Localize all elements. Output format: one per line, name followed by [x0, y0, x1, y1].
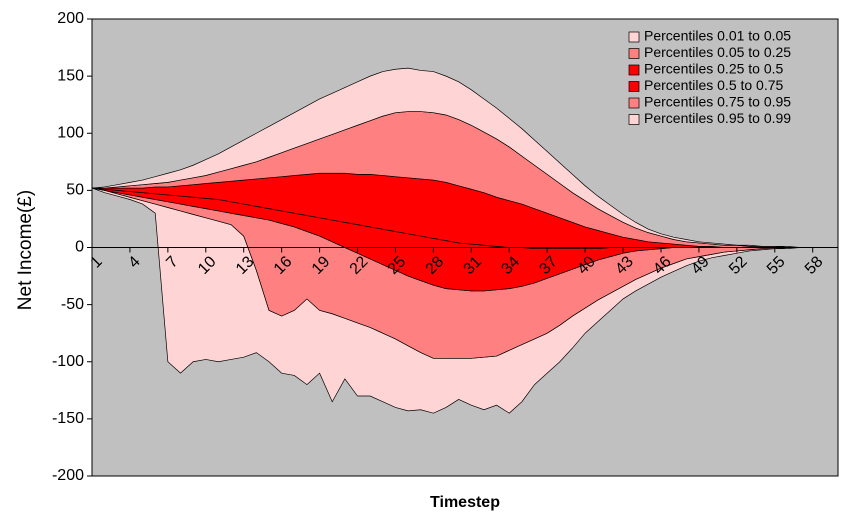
- y-tick-label: 200: [57, 10, 84, 27]
- y-tick-label: 0: [75, 239, 84, 256]
- legend-swatch: [628, 48, 640, 59]
- y-tick-label: -100: [52, 353, 84, 370]
- legend-swatch: [628, 81, 640, 92]
- x-axis-title: Timestep: [430, 494, 500, 511]
- y-tick-label: -200: [52, 467, 84, 484]
- legend-label: Percentiles 0.25 to 0.5: [644, 61, 784, 77]
- legend-swatch: [628, 97, 640, 109]
- legend-swatch: [628, 31, 640, 43]
- y-tick-label: -150: [52, 410, 84, 427]
- legend-label: Percentiles 0.95 to 0.99: [644, 110, 791, 126]
- y-axis-title: Net Income(£): [15, 190, 36, 310]
- legend-label: Percentiles 0.05 to 0.25: [644, 44, 791, 60]
- legend-label: Percentiles 0.75 to 0.95: [644, 94, 791, 110]
- y-tick-label: 100: [57, 124, 84, 141]
- y-tick-label: 150: [57, 67, 84, 84]
- y-tick-label: -50: [61, 296, 84, 313]
- legend-swatch: [628, 64, 640, 76]
- y-tick-label: 50: [66, 182, 84, 199]
- percentile-band: [91, 67, 838, 248]
- legend-swatch: [628, 114, 640, 125]
- legend-label: Percentiles 0.01 to 0.05: [644, 28, 791, 44]
- legend-label: Percentiles 0.5 to 0.75: [644, 77, 784, 93]
